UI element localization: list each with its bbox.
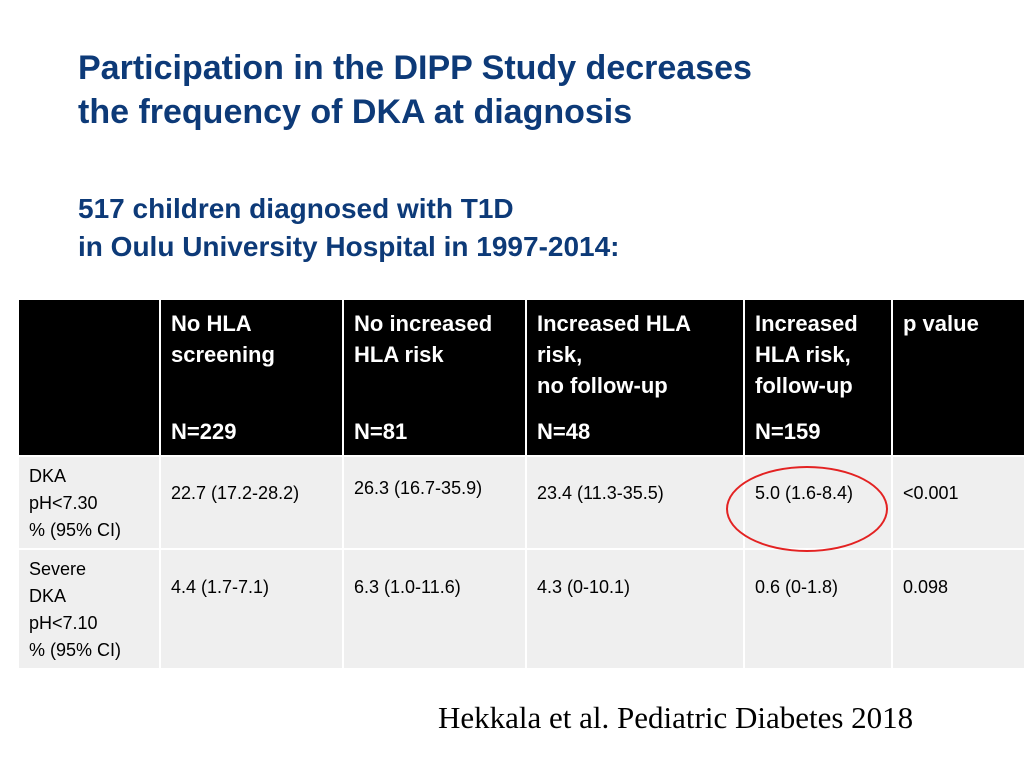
title-line-2: the frequency of DKA at diagnosis xyxy=(78,93,633,131)
table-cell: 6.3 (1.0-11.6) xyxy=(342,548,527,670)
header-n: N=159 xyxy=(755,419,821,444)
header-n: N=48 xyxy=(537,419,591,444)
header-n: N=229 xyxy=(171,419,237,444)
title-line-1: Participation in the DIPP Study decrease… xyxy=(78,49,752,87)
table-cell: 23.4 (11.3-35.5) xyxy=(525,455,745,550)
table-row-dka: DKA pH<7.30 % (95% CI) 22.7 (17.2-28.2) … xyxy=(17,455,1024,550)
table-cell-highlighted: 5.0 (1.6-8.4) xyxy=(743,455,893,550)
header-label: Increased HLA xyxy=(537,311,692,336)
header-label: follow-up xyxy=(755,373,853,398)
header-label: no follow-up xyxy=(537,373,668,398)
header-label: No increased xyxy=(354,311,493,336)
row-label-dka: DKA pH<7.30 % (95% CI) xyxy=(17,455,161,550)
table-cell-p-value: <0.001 xyxy=(891,455,1024,550)
header-label: p value xyxy=(903,311,979,336)
table-cell: 0.6 (0-1.8) xyxy=(743,548,893,670)
row-label-line: Severe xyxy=(29,559,87,579)
row-label-severe-dka: Severe DKA pH<7.10 % (95% CI) xyxy=(17,548,161,670)
table-cell: 26.3 (16.7-35.9) xyxy=(342,455,527,550)
citation: Hekkala et al. Pediatric Diabetes 2018 xyxy=(438,700,914,735)
header-corner xyxy=(17,298,161,457)
results-table: No HLA screening N=229 No increased HLA … xyxy=(17,298,1024,670)
table-cell-p-value: 0.098 xyxy=(891,548,1024,670)
header-p-value: p value xyxy=(891,298,1024,457)
header-label: HLA risk, xyxy=(755,342,851,367)
table-cell: 22.7 (17.2-28.2) xyxy=(159,455,344,550)
header-label: No HLA xyxy=(171,311,252,336)
row-label-line: pH<7.10 xyxy=(29,613,98,633)
slide-title: Participation in the DIPP Study decrease… xyxy=(78,46,752,134)
table-row-severe-dka: Severe DKA pH<7.10 % (95% CI) 4.4 (1.7-7… xyxy=(17,548,1024,670)
row-label-line: pH<7.30 xyxy=(29,493,98,513)
subtitle-line-1: 517 children diagnosed with T1D xyxy=(78,193,514,224)
header-increased-hla-follow-up: Increased HLA risk, follow-up N=159 xyxy=(743,298,893,457)
header-label: HLA risk xyxy=(354,342,444,367)
header-no-increased-hla-risk: No increased HLA risk N=81 xyxy=(342,298,527,457)
row-label-line: DKA xyxy=(29,466,67,486)
header-no-hla-screening: No HLA screening N=229 xyxy=(159,298,344,457)
header-label: Increased xyxy=(755,311,858,336)
header-label: risk, xyxy=(537,342,583,367)
row-label-line: DKA xyxy=(29,586,67,606)
header-increased-hla-no-follow-up: Increased HLA risk, no follow-up N=48 xyxy=(525,298,745,457)
slide-subtitle: 517 children diagnosed with T1D in Oulu … xyxy=(78,190,620,266)
header-label: screening xyxy=(171,342,275,367)
row-label-line: % (95% CI) xyxy=(29,520,122,540)
table-cell: 4.4 (1.7-7.1) xyxy=(159,548,344,670)
table-header-row: No HLA screening N=229 No increased HLA … xyxy=(17,298,1024,457)
row-label-line: % (95% CI) xyxy=(29,640,122,660)
table-cell: 4.3 (0-10.1) xyxy=(525,548,745,670)
subtitle-line-2: in Oulu University Hospital in 1997-2014… xyxy=(78,231,620,262)
header-n: N=81 xyxy=(354,419,408,444)
